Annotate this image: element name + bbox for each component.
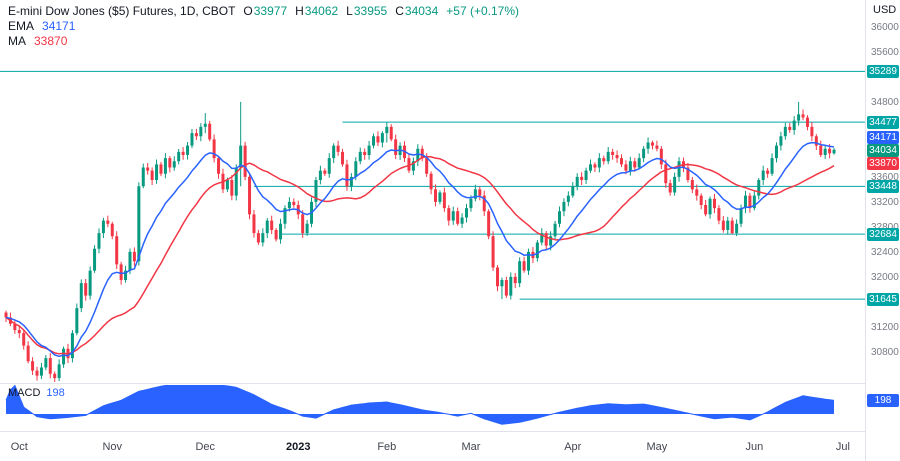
ema-value: 34171	[42, 19, 76, 33]
price-axis-label: 32400	[871, 246, 899, 258]
ohlc-open: O 33977	[243, 4, 288, 18]
ohlc-close: C 34034	[395, 4, 439, 18]
time-axis-label-jun: Jun	[745, 441, 764, 453]
change-value: +57 (+0.17%)	[446, 4, 519, 18]
pane-divider[interactable]	[0, 383, 900, 384]
time-axis-label-nov: Nov	[102, 441, 123, 453]
symbol-row: E-mini Dow Jones ($5) Futures, 1D, CBOT …	[8, 4, 519, 19]
price-badge-ma: 33870	[867, 156, 899, 170]
price-badge-level: 34477	[867, 115, 899, 129]
ohlc-high: H 34062	[295, 4, 339, 18]
price-axis-label: 31200	[871, 321, 899, 333]
ma-value: 33870	[34, 34, 68, 48]
currency-label: USD	[873, 4, 897, 16]
price-badge-level: 32684	[867, 227, 899, 241]
time-axis-label-apr: Apr	[564, 441, 582, 453]
price-axis-label: 34800	[871, 96, 899, 108]
price-badge-level: 31645	[867, 292, 899, 306]
time-axis-label-2023: 2023	[285, 441, 311, 453]
time-axis-label-feb: Feb	[377, 441, 397, 453]
time-axis-label-mar: Mar	[461, 441, 481, 453]
macd-legend[interactable]: MACD 198	[8, 387, 65, 399]
price-axis-label: 35600	[871, 46, 899, 58]
ma-line	[5, 155, 835, 355]
price-axis-label: 36000	[871, 21, 899, 33]
ema-line	[5, 141, 835, 358]
time-axis[interactable]: Oct Nov Dec 2023 Feb Mar Apr May Jun Jul	[0, 431, 865, 461]
price-axis-label: 30800	[871, 346, 899, 358]
symbol-title[interactable]: E-mini Dow Jones ($5) Futures, 1D, CBOT	[8, 4, 236, 18]
price-badge-last: 34034	[867, 143, 899, 157]
time-axis-label-dec: Dec	[195, 441, 216, 453]
ema-legend[interactable]: EMA 34171	[8, 19, 76, 33]
macd-current-value: 198	[46, 387, 65, 399]
time-axis-label-oct: Oct	[10, 441, 28, 453]
price-axis[interactable]: USD 36000 35600 34800 33600 33200 32800 32400 3…	[865, 0, 900, 461]
price-axis-label: 32800	[871, 222, 899, 233]
macd-area	[6, 385, 834, 425]
price-axis-label: 33200	[871, 196, 899, 208]
time-axis-label-jul: Jul	[835, 441, 850, 453]
price-axis-label: 32000	[871, 271, 899, 283]
price-axis-label: 33600	[871, 171, 899, 183]
price-badge-ema: 34171	[867, 130, 899, 144]
macd-line	[5, 384, 835, 425]
price-badge-level: 33448	[867, 179, 899, 193]
ohlc-low: L 33955	[346, 4, 388, 18]
macd-value-badge: 198	[867, 393, 899, 407]
ma-legend[interactable]: MA 33870	[8, 34, 68, 48]
time-axis-label-may: May	[646, 441, 668, 453]
symbol-legend: E-mini Dow Jones ($5) Futures, 1D, CBOT …	[8, 4, 519, 49]
price-badge-level: 35289	[867, 64, 899, 78]
